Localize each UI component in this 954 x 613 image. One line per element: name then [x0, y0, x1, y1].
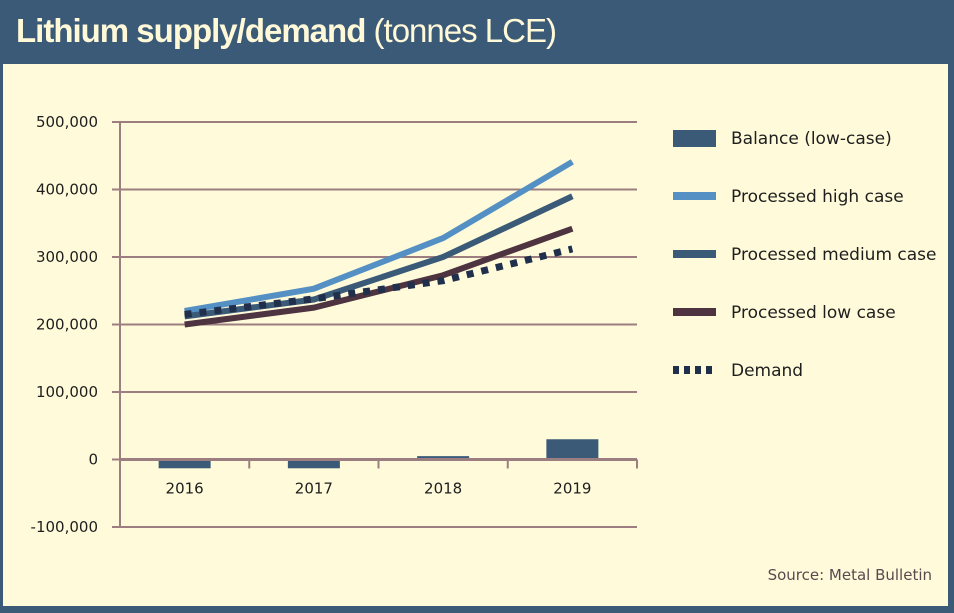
y-tick-label: 400,000: [36, 181, 98, 199]
y-tick-label: 500,000: [36, 113, 98, 131]
y-axis-ticks: 500,000 400,000 300,000 200,000 100,000 0 -100…: [31, 113, 98, 536]
balance-bar: [546, 439, 599, 460]
y-tick-label: 0: [88, 451, 98, 469]
balance-bar: [158, 459, 211, 469]
legend-label: Demand: [731, 361, 803, 381]
source-note: Source: Metal Bulletin: [768, 566, 932, 584]
x-tick-label: 2018: [424, 480, 462, 498]
balance-bar: [287, 459, 340, 469]
legend-label: Balance (low-case): [731, 129, 892, 149]
chart-title-main: Lithium supply/demand: [16, 12, 366, 49]
legend: Balance (low-case) Processed high case Pro…: [673, 129, 937, 381]
series-line-demand: [184, 245, 574, 318]
legend-swatch-bar: [673, 130, 716, 147]
balance-bar: [417, 456, 470, 460]
y-tick-label: -100,000: [31, 518, 98, 536]
legend-label: Processed low case: [731, 303, 896, 323]
title-bar: Lithium supply/demand (tonnes LCE): [0, 0, 954, 64]
balance-bars: [158, 439, 599, 469]
x-tick-label: 2017: [295, 480, 333, 498]
chart-title-units: (tonnes LCE): [373, 12, 557, 49]
x-tick-label: 2016: [166, 480, 204, 498]
legend-label: Processed medium case: [731, 245, 937, 265]
x-axis-ticks: 2016 2017 2018 2019: [166, 459, 638, 498]
series-lines: [184, 159, 574, 328]
x-tick-label: 2019: [553, 480, 591, 498]
y-tick-label: 300,000: [36, 248, 98, 266]
chart-title: Lithium supply/demand (tonnes LCE): [16, 12, 557, 50]
series-line-processed-high-case: [184, 159, 574, 314]
legend-label: Processed high case: [731, 187, 904, 207]
chart-panel: [3, 64, 948, 606]
y-tick-label: 200,000: [36, 316, 98, 334]
y-tick-label: 100,000: [36, 383, 98, 401]
